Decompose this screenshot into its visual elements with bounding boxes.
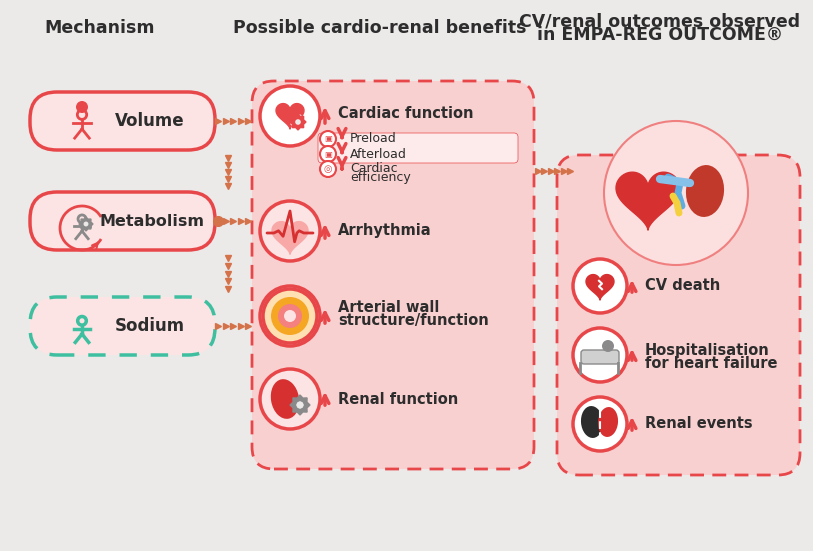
Text: Renal function: Renal function (338, 392, 459, 407)
Text: CV/renal outcomes observed: CV/renal outcomes observed (520, 12, 801, 30)
Circle shape (573, 328, 627, 382)
Ellipse shape (271, 379, 299, 419)
Text: for heart failure: for heart failure (645, 355, 777, 370)
Ellipse shape (686, 165, 724, 217)
Circle shape (271, 297, 309, 335)
Polygon shape (276, 104, 304, 129)
Polygon shape (616, 172, 680, 230)
Circle shape (260, 201, 320, 261)
Text: Cardiac: Cardiac (350, 161, 398, 175)
Ellipse shape (598, 407, 618, 437)
Circle shape (260, 286, 320, 346)
Circle shape (295, 119, 301, 125)
FancyBboxPatch shape (252, 81, 534, 469)
FancyBboxPatch shape (557, 155, 800, 475)
Text: Volume: Volume (115, 112, 185, 130)
Circle shape (573, 397, 627, 451)
Text: Sodium: Sodium (115, 317, 185, 335)
Polygon shape (291, 115, 309, 133)
Text: Renal events: Renal events (645, 417, 753, 431)
Text: Hospitalisation: Hospitalisation (645, 343, 770, 359)
Text: CV death: CV death (645, 278, 720, 294)
Text: structure/function: structure/function (338, 314, 489, 328)
Circle shape (84, 222, 89, 226)
Circle shape (602, 340, 614, 352)
Text: Arterial wall: Arterial wall (338, 300, 439, 316)
Circle shape (278, 304, 302, 328)
Circle shape (320, 161, 336, 177)
Polygon shape (586, 274, 614, 300)
Circle shape (260, 86, 320, 146)
FancyBboxPatch shape (581, 350, 619, 364)
Circle shape (573, 259, 627, 313)
Text: ▣: ▣ (324, 149, 332, 159)
FancyBboxPatch shape (30, 192, 215, 250)
Polygon shape (272, 222, 308, 254)
Circle shape (297, 402, 303, 408)
Polygon shape (290, 395, 310, 415)
Text: Cardiac function: Cardiac function (338, 105, 473, 121)
Text: in EMPA-REG OUTCOME®: in EMPA-REG OUTCOME® (537, 26, 783, 44)
Circle shape (76, 101, 88, 113)
FancyBboxPatch shape (30, 297, 215, 355)
FancyBboxPatch shape (318, 133, 518, 163)
Circle shape (297, 121, 303, 127)
FancyBboxPatch shape (30, 92, 215, 150)
Text: ▣: ▣ (324, 134, 332, 143)
Polygon shape (290, 114, 306, 130)
Text: ◎: ◎ (324, 164, 333, 174)
Circle shape (284, 310, 296, 322)
Ellipse shape (581, 406, 603, 438)
Text: Metabolism: Metabolism (99, 213, 205, 229)
Circle shape (604, 121, 748, 265)
Polygon shape (79, 217, 93, 231)
Text: Afterload: Afterload (350, 148, 406, 160)
Text: Arrhythmia: Arrhythmia (338, 224, 432, 239)
Circle shape (320, 131, 336, 147)
Circle shape (263, 289, 317, 343)
Circle shape (320, 146, 336, 162)
Text: efficiency: efficiency (350, 170, 411, 183)
Text: Preload: Preload (350, 132, 397, 145)
Circle shape (297, 402, 303, 408)
Text: Possible cardio-renal benefits: Possible cardio-renal benefits (233, 19, 527, 37)
Circle shape (260, 369, 320, 429)
Text: Mechanism: Mechanism (45, 19, 155, 37)
